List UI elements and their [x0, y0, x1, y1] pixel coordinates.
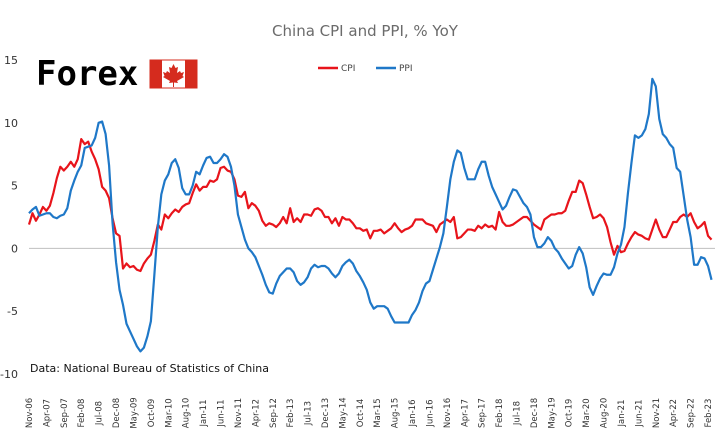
x-tick-label: Nov-11 [234, 398, 244, 428]
series-line-cpi [27, 138, 713, 273]
x-tick-label: May-19 [547, 397, 557, 428]
x-tick-label: Dec-08 [112, 398, 122, 428]
x-tick-label: Jun-11 [217, 399, 227, 427]
x-tick-label: Aug-15 [391, 398, 401, 428]
y-tick-label: 0 [11, 242, 18, 255]
x-tick-label: Feb-08 [77, 399, 87, 428]
chart-title: China CPI and PPI, % YoY [272, 22, 459, 40]
canada-flag-icon [149, 59, 198, 89]
x-tick-label: Jul-18 [513, 401, 523, 426]
legend-ppi-label: PPI [399, 64, 413, 74]
x-tick-label: Jun-16 [425, 399, 435, 427]
x-tick-label: Sep-22 [687, 398, 697, 428]
x-tick-label: Sep-17 [478, 398, 488, 428]
logo-text: Forex [36, 54, 138, 94]
x-tick-label: Feb-13 [286, 399, 296, 428]
x-tick-label: May-14 [338, 397, 348, 428]
x-tick-label: Mar-10 [164, 398, 174, 427]
x-tick-label: Nov-21 [652, 398, 662, 428]
x-tick-label: Oct-09 [147, 399, 157, 428]
y-tick-label: 10 [4, 117, 18, 130]
x-tick-label: Jan-16 [408, 400, 418, 428]
x-tick-label: Feb-18 [495, 399, 505, 428]
legend-cpi-label: CPI [341, 64, 355, 74]
axes: -10 -5 0 5 10 15 Nov-06 Apr-07 Sep-07 Feb-08 Jul-0… [0, 54, 715, 429]
x-tick-label: Nov-16 [443, 398, 453, 428]
x-tick-label: Apr-22 [669, 399, 679, 427]
x-tick-label: Apr-12 [251, 399, 261, 427]
x-tick-label: Feb-23 [704, 399, 714, 428]
series-line-ppi [28, 77, 713, 353]
x-tick-label: May-09 [129, 397, 139, 428]
x-tick-label: Jun-21 [634, 399, 644, 427]
y-tick-label: 5 [11, 180, 18, 193]
x-tick-label: Aug-20 [600, 398, 610, 428]
x-tick-label: Jan-21 [617, 400, 627, 428]
x-tick-label: Oct-14 [356, 399, 366, 428]
x-tick-label: Mar-20 [582, 398, 592, 427]
x-tick-label: Nov-06 [25, 398, 35, 428]
x-tick-label: Aug-10 [182, 398, 192, 428]
series-lines [27, 77, 713, 353]
x-tick-label: Jul-08 [95, 401, 105, 426]
x-tick-label: Jul-13 [304, 401, 314, 426]
x-tick-label: Sep-07 [60, 398, 70, 428]
y-tick-label: -10 [0, 368, 18, 381]
data-source-note: Data: National Bureau of Statistics of C… [30, 362, 269, 375]
x-tick-label: Oct-19 [565, 399, 575, 428]
x-tick-label: Apr-17 [460, 399, 470, 427]
forex-logo: Forex [36, 54, 198, 94]
x-tick-label: Dec-18 [530, 398, 540, 428]
y-tick-label: -5 [7, 305, 18, 318]
x-tick-label: Apr-07 [42, 399, 52, 427]
x-tick-label: Mar-15 [373, 398, 383, 427]
x-tick-label: Dec-13 [321, 398, 331, 428]
x-tick-label: Sep-12 [269, 398, 279, 428]
x-tick-label: Jan-11 [199, 400, 209, 428]
y-tick-label: 15 [4, 54, 18, 67]
legend: CPI PPI [318, 64, 413, 74]
